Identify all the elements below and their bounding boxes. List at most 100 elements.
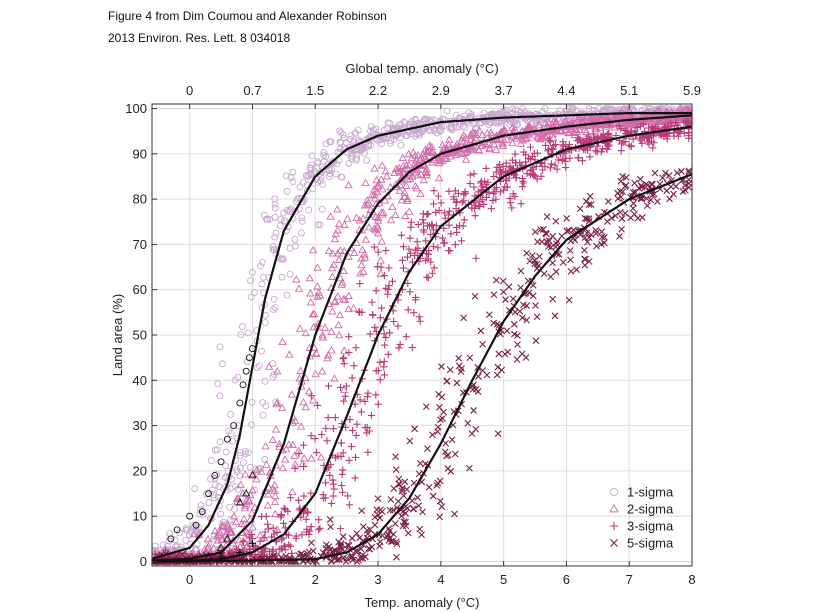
scatter-point-3-sigma bbox=[478, 182, 486, 190]
scatter-point-5-sigma bbox=[328, 558, 335, 565]
scatter-point-5-sigma bbox=[479, 367, 486, 374]
scatter-point-3-sigma bbox=[338, 488, 347, 496]
scatter-point-1-sigma bbox=[237, 331, 245, 339]
scatter-point-2-sigma bbox=[420, 154, 430, 163]
scatter-point-1-sigma bbox=[305, 206, 313, 214]
legend-label-2-sigma: 2-sigma bbox=[627, 502, 674, 517]
scatter-point-1-sigma bbox=[270, 246, 278, 254]
scatter-point-2-sigma bbox=[610, 123, 619, 131]
scatter-point-5-sigma bbox=[424, 445, 431, 453]
scatter-point-2-sigma bbox=[252, 475, 261, 483]
scatter-point-3-sigma bbox=[374, 400, 382, 408]
scatter-point-2-sigma bbox=[575, 125, 584, 134]
scatter-point-3-sigma bbox=[502, 159, 510, 167]
scatter-point-2-sigma bbox=[301, 328, 310, 337]
scatter-point-3-sigma bbox=[639, 120, 647, 128]
scatter-point-1-sigma bbox=[291, 236, 299, 243]
scatter-point-3-sigma bbox=[300, 492, 308, 500]
scatter-point-2-sigma bbox=[333, 205, 342, 213]
scatter-point-3-sigma bbox=[321, 479, 330, 487]
scatter-point-3-sigma bbox=[340, 397, 348, 405]
scatter-point-1-sigma bbox=[227, 430, 235, 438]
scatter-point-2-sigma bbox=[395, 168, 405, 176]
scatter-point-3-sigma bbox=[415, 313, 423, 321]
scatter-point-3-sigma bbox=[547, 160, 555, 168]
scatter-point-1-sigma bbox=[209, 491, 217, 499]
scatter-point-3-sigma bbox=[350, 362, 358, 370]
scatter-point-3-sigma bbox=[278, 545, 286, 553]
scatter-point-3-sigma bbox=[491, 185, 499, 193]
scatter-point-3-sigma bbox=[445, 207, 454, 215]
scatter-point-3-sigma bbox=[587, 136, 595, 144]
scatter-point-2-sigma bbox=[296, 422, 306, 430]
scatter-point-1-sigma bbox=[236, 464, 244, 472]
scatter-point-3-sigma bbox=[402, 333, 410, 341]
scatter-point-1-sigma bbox=[215, 489, 223, 497]
scatter-point-5-sigma bbox=[685, 167, 693, 175]
scatter-point-5-sigma bbox=[616, 232, 623, 240]
scatter-point-5-sigma bbox=[598, 228, 606, 236]
scatter-point-3-sigma bbox=[492, 168, 500, 176]
top-tick-label: 2.9 bbox=[432, 83, 450, 98]
scatter-point-2-sigma bbox=[580, 125, 589, 134]
scatter-point-5-sigma bbox=[455, 354, 463, 362]
scatter-point-3-sigma bbox=[340, 354, 348, 362]
scatter-point-2-sigma bbox=[445, 135, 454, 143]
scatter-point-3-sigma bbox=[324, 382, 333, 390]
scatter-point-2-sigma bbox=[271, 425, 281, 433]
scatter-point-5-sigma bbox=[585, 201, 593, 208]
scatter-point-1-sigma bbox=[232, 482, 239, 490]
scatter-point-1-sigma bbox=[317, 173, 325, 181]
observed-point-1-sigma bbox=[173, 526, 181, 534]
scatter-point-5-sigma bbox=[472, 385, 480, 393]
scatter-point-5-sigma bbox=[634, 214, 642, 222]
scatter-point-5-sigma bbox=[637, 182, 645, 189]
scatter-point-3-sigma bbox=[517, 200, 525, 208]
scatter-point-3-sigma bbox=[633, 123, 642, 132]
scatter-point-3-sigma bbox=[372, 391, 380, 399]
scatter-point-1-sigma bbox=[337, 173, 345, 181]
scatter-point-2-sigma bbox=[299, 398, 308, 406]
scatter-point-3-sigma bbox=[639, 134, 647, 142]
scatter-point-2-sigma bbox=[229, 511, 239, 520]
scatter-point-1-sigma bbox=[281, 217, 288, 225]
scatter-point-5-sigma bbox=[581, 234, 589, 242]
scatter-point-3-sigma bbox=[451, 241, 459, 249]
scatter-point-2-sigma bbox=[309, 245, 318, 254]
scatter-point-5-sigma bbox=[397, 506, 405, 514]
y-tick-label: 70 bbox=[133, 237, 147, 252]
scatter-point-2-sigma bbox=[524, 122, 534, 131]
scatter-point-5-sigma bbox=[429, 431, 436, 439]
scatter-point-2-sigma bbox=[419, 175, 429, 184]
scatter-point-3-sigma bbox=[537, 172, 545, 180]
scatter-point-3-sigma bbox=[348, 426, 357, 435]
scatter-point-5-sigma bbox=[509, 295, 517, 303]
scatter-point-1-sigma bbox=[211, 446, 219, 454]
scatter-point-2-sigma bbox=[425, 141, 434, 149]
scatter-point-5-sigma bbox=[414, 494, 421, 501]
scatter-point-5-sigma bbox=[385, 525, 393, 532]
scatter-point-2-sigma bbox=[214, 530, 224, 538]
x-axis-label: Temp. anomaly (°C) bbox=[364, 595, 479, 610]
scatter-point-1-sigma bbox=[269, 360, 277, 368]
scatter-point-5-sigma bbox=[436, 477, 444, 485]
scatter-point-2-sigma bbox=[248, 523, 257, 531]
scatter-point-3-sigma bbox=[539, 166, 547, 174]
scatter-point-1-sigma bbox=[352, 129, 359, 137]
scatter-point-1-sigma bbox=[322, 153, 330, 161]
scatter-point-1-sigma bbox=[313, 159, 321, 167]
scatter-point-3-sigma bbox=[489, 196, 497, 205]
observed-point-1-sigma bbox=[205, 490, 212, 497]
scatter-point-5-sigma bbox=[392, 466, 400, 474]
scatter-point-2-sigma bbox=[377, 208, 386, 216]
scatter-point-1-sigma bbox=[244, 329, 252, 337]
scatter-point-5-sigma bbox=[643, 202, 651, 209]
scatter-point-5-sigma bbox=[470, 407, 478, 414]
scatter-point-3-sigma bbox=[644, 138, 652, 146]
scatter-point-1-sigma bbox=[238, 323, 246, 331]
scatter-point-3-sigma bbox=[368, 298, 376, 306]
scatter-point-3-sigma bbox=[326, 471, 334, 480]
scatter-point-3-sigma bbox=[351, 453, 360, 461]
scatter-point-3-sigma bbox=[472, 254, 480, 262]
scatter-point-2-sigma bbox=[625, 121, 634, 129]
